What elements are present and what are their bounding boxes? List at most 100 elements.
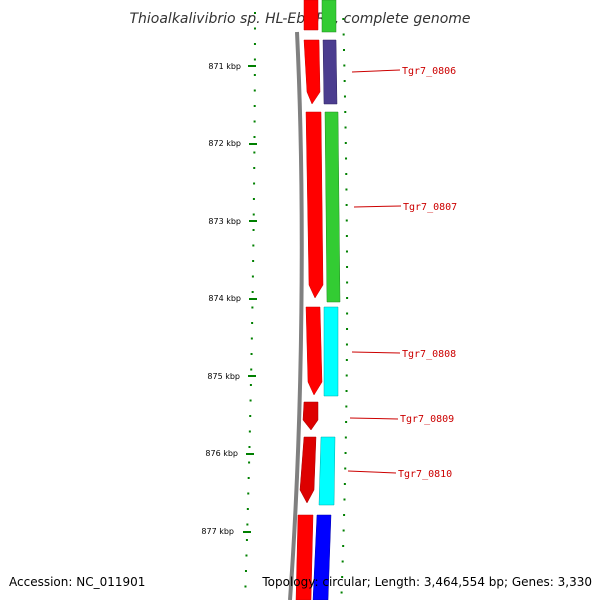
- minor-tick: [344, 126, 347, 129]
- minor-tick: [341, 576, 344, 578]
- minor-tick: [343, 95, 346, 98]
- minor-tick: [346, 312, 349, 315]
- minor-tick: [252, 260, 255, 262]
- orf-feature: [299, 436, 317, 504]
- minor-tick: [244, 570, 247, 572]
- tick-label-876: 876 kbp: [205, 449, 238, 458]
- minor-tick: [252, 229, 255, 231]
- genome-title: Thioalkalivibrio sp. HL-EbGR7, complete …: [129, 11, 470, 27]
- minor-tick: [251, 322, 254, 324]
- minor-tick: [253, 43, 256, 45]
- minor-tick: [343, 498, 346, 501]
- gene-label-tgr7-0809[interactable]: Tgr7_0809: [400, 414, 454, 425]
- minor-tick: [251, 306, 254, 309]
- minor-tick-marks: [244, 12, 256, 588]
- minor-tick: [343, 64, 346, 67]
- minor-tick: [342, 545, 345, 547]
- minor-tick: [342, 18, 345, 20]
- minor-tick: [344, 436, 347, 439]
- minor-tick: [250, 368, 253, 371]
- scale-ticks: 871 kbp 872 kbp 873 kbp 874 kbp 875 kbp …: [201, 62, 257, 536]
- minor-tick: [248, 430, 251, 433]
- minor-tick: [252, 213, 255, 216]
- minor-tick: [253, 58, 256, 61]
- minor-tick: [253, 89, 256, 92]
- gene-label-tgr7-0807[interactable]: Tgr7_0807: [403, 202, 457, 213]
- orf-feature: [295, 514, 314, 600]
- minor-tick: [345, 173, 348, 175]
- minor-tick-marks-right: [340, 18, 349, 594]
- gene-labels: Tgr7_0806 Tgr7_0807 Tgr7_0808 Tgr7_0809 …: [347, 66, 457, 480]
- tick-label-874: 874 kbp: [208, 294, 241, 303]
- minor-tick: [345, 405, 348, 408]
- minor-tick: [344, 467, 347, 470]
- tick-label-871: 871 kbp: [208, 62, 241, 71]
- minor-tick: [340, 591, 343, 594]
- minor-tick: [345, 250, 348, 253]
- accession-text: Accession: NC_011901: [9, 575, 145, 589]
- minor-tick: [343, 514, 346, 516]
- genome-backbone-line: [288, 31, 304, 600]
- minor-tick: [249, 384, 252, 386]
- minor-tick: [346, 266, 349, 268]
- minor-tick: [248, 461, 251, 464]
- orf-feature: [303, 0, 319, 31]
- minor-tick: [342, 49, 345, 51]
- minor-tick: [253, 167, 256, 169]
- gene-label-tgr7-0808[interactable]: Tgr7_0808: [402, 349, 456, 360]
- minor-tick: [345, 374, 348, 377]
- minor-tick: [345, 235, 348, 237]
- minor-tick: [344, 142, 347, 144]
- minor-tick: [346, 297, 349, 299]
- minor-tick: [345, 421, 348, 423]
- minor-tick: [345, 343, 348, 346]
- gene-feature: [321, 0, 337, 33]
- minor-tick: [251, 275, 254, 278]
- gene-label-leader: [351, 351, 401, 354]
- gene-label-leader: [351, 69, 401, 73]
- gene-feature-tgr7-0806: [322, 39, 338, 105]
- orf-feature: [305, 306, 323, 396]
- minor-tick: [345, 390, 348, 392]
- gene-track: [312, 0, 341, 600]
- minor-tick: [244, 585, 247, 588]
- orf-feature: [305, 111, 324, 299]
- minor-tick: [249, 399, 252, 402]
- gene-label-leader: [347, 470, 397, 474]
- minor-tick: [346, 328, 349, 330]
- minor-tick: [249, 415, 252, 417]
- minor-tick: [343, 483, 346, 485]
- gene-label-tgr7-0810[interactable]: Tgr7_0810: [398, 469, 452, 480]
- minor-tick: [253, 27, 256, 30]
- gene-feature: [312, 514, 332, 600]
- gene-feature-tgr7-0807: [324, 111, 341, 303]
- minor-tick: [246, 523, 249, 526]
- minor-tick: [248, 446, 251, 448]
- minor-tick: [341, 560, 344, 563]
- minor-tick: [253, 105, 256, 107]
- minor-tick: [253, 136, 256, 138]
- minor-tick: [247, 492, 250, 495]
- topology-text: Topology: circular; Length: 3,464,554 bp…: [261, 575, 592, 589]
- minor-tick: [345, 188, 348, 191]
- minor-tick: [344, 452, 347, 454]
- minor-tick: [245, 539, 248, 541]
- tick-label-877: 877 kbp: [201, 527, 234, 536]
- minor-tick: [250, 353, 253, 355]
- minor-tick: [343, 80, 346, 82]
- minor-tick: [246, 508, 249, 510]
- gene-feature-tgr7-0808: [323, 306, 339, 397]
- minor-tick: [345, 359, 348, 361]
- minor-tick: [251, 291, 254, 293]
- gene-label-tgr7-0806[interactable]: Tgr7_0806: [402, 66, 456, 77]
- tick-label-873: 873 kbp: [208, 217, 241, 226]
- minor-tick: [344, 111, 347, 113]
- minor-tick: [253, 74, 256, 76]
- tick-label-875: 875 kbp: [207, 372, 240, 381]
- gene-label-leader: [353, 205, 402, 208]
- gene-label-leader: [349, 417, 399, 420]
- orf-feature: [302, 401, 319, 431]
- minor-tick: [253, 182, 256, 185]
- minor-tick: [345, 219, 348, 222]
